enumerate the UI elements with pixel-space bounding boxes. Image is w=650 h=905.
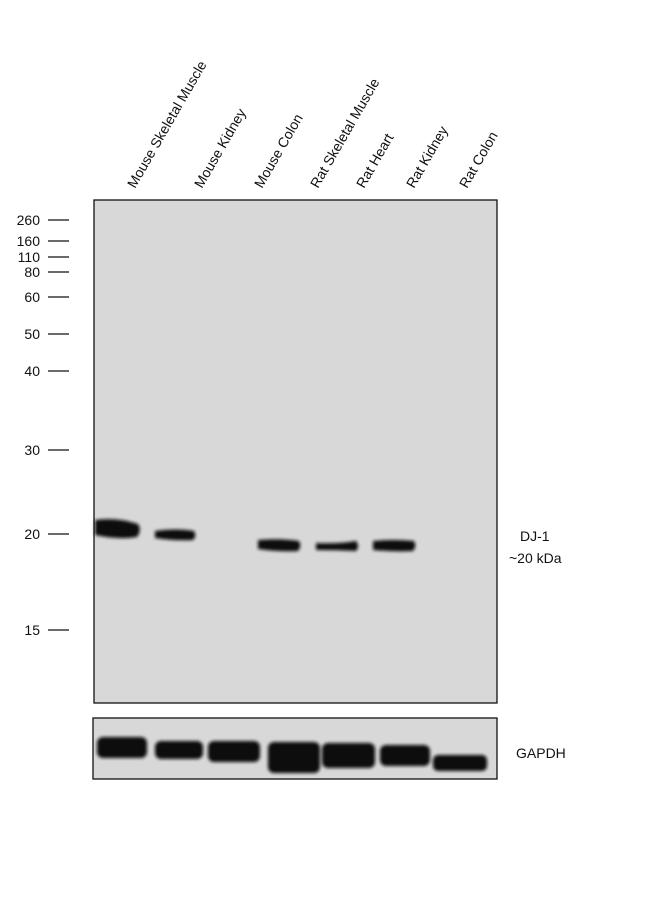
band: [258, 539, 301, 552]
target-bands: [95, 519, 416, 552]
marker-label: 60: [24, 289, 40, 305]
band: [155, 529, 196, 541]
band: [208, 741, 260, 762]
marker-label: 30: [24, 442, 40, 458]
loading-control-label: GAPDH: [516, 745, 566, 761]
target-name: DJ-1: [520, 528, 550, 544]
band: [322, 743, 375, 768]
marker-label: 15: [24, 622, 40, 638]
band: [95, 519, 140, 539]
marker-label: 50: [24, 326, 40, 342]
band: [97, 737, 147, 758]
main-blot: [93, 199, 498, 704]
band: [380, 745, 430, 766]
target-size: ~20 kDa: [509, 550, 562, 566]
band: [316, 541, 358, 551]
band: [373, 540, 416, 552]
marker-label: 20: [24, 526, 40, 542]
marker-label: 110: [18, 249, 41, 265]
band: [155, 741, 203, 759]
marker-label: 260: [17, 212, 41, 228]
band: [268, 742, 320, 773]
loading-control-bands: [97, 737, 487, 773]
marker-label: 80: [24, 264, 40, 280]
marker-label: 40: [24, 363, 40, 379]
band: [433, 755, 487, 771]
marker-label: 160: [17, 233, 41, 249]
